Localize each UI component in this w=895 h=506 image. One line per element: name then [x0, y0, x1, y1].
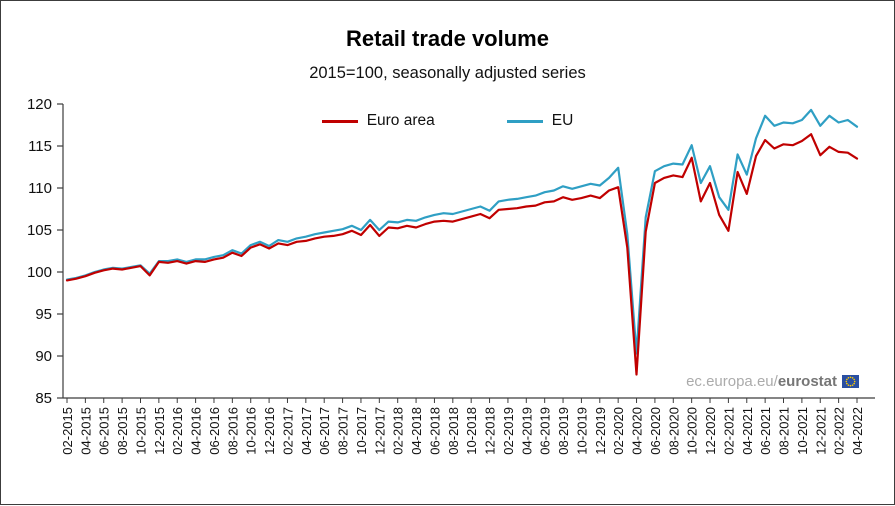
x-axis-tick-label: 06-2021: [758, 407, 773, 455]
x-axis-tick-label: 08-2018: [446, 407, 461, 455]
x-axis-tick-label: 12-2021: [813, 407, 828, 455]
eu-flag-icon: [842, 375, 859, 388]
series-line-euro-area: [65, 133, 859, 376]
x-axis-tick-label: 02-2020: [611, 407, 626, 455]
x-axis-tick-label: 06-2015: [97, 407, 112, 455]
watermark-brand: eurostat: [777, 373, 837, 390]
x-axis-tick-label: 10-2016: [244, 407, 259, 455]
x-axis-tick-label: 08-2020: [666, 407, 681, 455]
x-axis-tick-label: 04-2019: [519, 407, 534, 455]
y-axis-tick-label: 105: [27, 222, 52, 239]
y-axis-tick-label: 115: [28, 138, 52, 155]
euro-area-line-swatch: [321, 119, 358, 123]
x-axis-tick-label: 12-2019: [593, 407, 608, 455]
eu-flag-star: [849, 384, 852, 387]
eu-flag-star: [853, 382, 855, 385]
y-axis-tick-label: 85: [35, 390, 52, 407]
x-axis-tick-label: 04-2018: [409, 407, 424, 455]
x-axis-tick-label: 02-2019: [501, 407, 516, 455]
eu-flag-star: [853, 378, 855, 381]
x-axis-tick-label: 10-2018: [464, 407, 479, 455]
eu-flag-star: [846, 382, 848, 385]
legend-label-euro-area: Euro area: [366, 112, 435, 129]
x-axis-tick-label: 06-2020: [648, 407, 663, 455]
x-axis-tick-label: 02-2015: [60, 407, 75, 455]
x-axis-tick-label: 08-2021: [777, 407, 792, 455]
y-axis-tick-label: 110: [28, 180, 52, 197]
watermark: ec.europa.eu/eurostat: [686, 373, 859, 390]
x-axis-tick-label: 04-2021: [740, 407, 755, 455]
legend: Euro area EU: [1, 112, 894, 130]
x-axis-tick-label: 02-2016: [170, 407, 185, 455]
eu-flag-star: [851, 384, 854, 386]
x-axis-tick-label: 12-2017: [372, 407, 387, 455]
eu-flag-star: [846, 378, 848, 381]
x-axis-tick-label: 06-2018: [427, 407, 442, 455]
watermark-url: ec.europa.eu/: [686, 373, 778, 390]
chart-title: Retail trade volume: [346, 26, 549, 51]
x-axis-tick-label: 12-2016: [262, 407, 277, 455]
chart-subtitle: 2015=100, seasonally adjusted series: [309, 64, 586, 82]
x-axis-tick-label: 04-2015: [78, 407, 93, 455]
x-axis-tick-label: 10-2020: [685, 407, 700, 455]
y-axis-tick-label: 120: [27, 96, 52, 113]
x-axis-tick-label: 10-2019: [574, 407, 589, 455]
x-axis-tick-label: 12-2020: [703, 407, 718, 455]
y-axis-tick-label: 95: [35, 306, 52, 323]
eu-flag-star: [853, 380, 856, 383]
watermark-text: ec.europa.eu/eurostat: [686, 373, 837, 390]
x-axis-tick-label: 08-2017: [336, 407, 351, 455]
x-axis-tick-label: 12-2015: [152, 407, 167, 455]
x-axis-tick-label: 04-2022: [850, 407, 865, 455]
y-axis-tick-label: 100: [27, 264, 52, 281]
x-axis-tick-label: 10-2015: [133, 407, 148, 455]
eu-flag-star: [851, 377, 854, 379]
series-line-eu: [65, 108, 859, 355]
x-axis-tick-label: 04-2016: [189, 407, 204, 455]
x-axis-tick-label: 02-2018: [391, 407, 406, 455]
eu-flag-star: [847, 377, 850, 379]
x-axis-tick-label: 06-2019: [538, 407, 553, 455]
eu-flag-star: [845, 380, 848, 383]
eu-flag-star: [847, 384, 850, 386]
x-axis-tick-label: 04-2020: [630, 407, 645, 455]
x-axis-tick-label: 10-2017: [354, 407, 369, 455]
x-axis-tick-label: 04-2017: [299, 407, 314, 455]
x-axis-tick-label: 12-2018: [483, 407, 498, 455]
legend-item-euro-area: Euro area: [321, 112, 435, 130]
y-axis-tick-label: 90: [35, 348, 52, 365]
x-axis-tick-label: 10-2021: [795, 407, 810, 455]
x-axis-tick-label: 02-2021: [721, 407, 736, 455]
x-axis-tick-label: 08-2015: [115, 407, 130, 455]
legend-item-eu: EU: [506, 112, 574, 130]
eu-flag-star: [849, 376, 852, 379]
x-axis-tick-label: 02-2022: [832, 407, 847, 455]
x-axis-tick-label: 08-2019: [556, 407, 571, 455]
x-axis-tick-label: 08-2016: [225, 407, 240, 455]
x-axis-tick-label: 06-2016: [207, 407, 222, 455]
x-axis-tick-label: 06-2017: [317, 407, 332, 455]
eu-line-swatch: [506, 119, 543, 123]
legend-label-eu: EU: [551, 112, 574, 129]
x-axis-tick-label: 02-2017: [280, 407, 295, 455]
